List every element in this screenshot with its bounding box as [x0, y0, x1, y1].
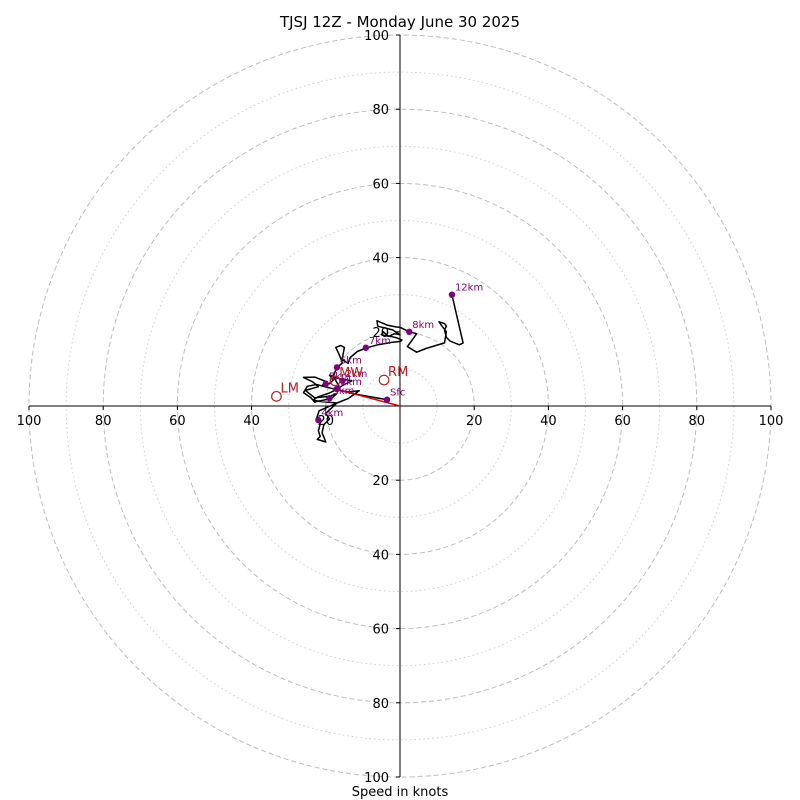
y-tick-label: 100	[364, 29, 389, 44]
storm-motion-label-RM: RM	[388, 365, 408, 380]
height-marker-3km	[326, 395, 333, 402]
height-marker-2km	[339, 377, 346, 384]
height-label-12km: 12km	[455, 283, 483, 294]
y-tick-label: 20	[372, 326, 389, 341]
x-tick-label: 100	[759, 414, 784, 429]
storm-motion-marker-MW	[329, 375, 341, 387]
x-axis-label: Speed in knots	[352, 785, 449, 800]
y-tick-label: 100	[364, 771, 389, 786]
height-label-4km: 4km	[321, 408, 343, 419]
height-label-8km: 8km	[412, 320, 434, 331]
x-tick-label: 60	[169, 414, 186, 429]
height-marker-6km	[333, 364, 341, 371]
storm-motion-label-LM: LM	[280, 381, 298, 396]
x-tick-label: 20	[318, 414, 335, 429]
height-marker-4km	[315, 416, 322, 424]
hodograph-trace	[302, 294, 464, 443]
height-label-6km: 6km	[340, 355, 362, 366]
y-tick-label: 40	[372, 548, 389, 563]
height-label-Sfc: Sfc	[390, 388, 405, 399]
height-label-2km: 2km	[345, 369, 367, 380]
height-label-3km: 3km	[333, 386, 355, 397]
height-marker-5km	[322, 380, 329, 387]
x-tick-label: 80	[95, 414, 112, 429]
y-tick-label: 20	[372, 474, 389, 489]
x-tick-label: 40	[243, 414, 260, 429]
height-label-5km: 5km	[329, 372, 351, 383]
storm-motion-marker-LM	[271, 390, 282, 402]
x-tick-label: 20	[466, 414, 483, 429]
height-marker-12km	[448, 291, 456, 298]
height-label-1km: 1km	[340, 377, 362, 388]
x-tick-label: 40	[540, 414, 557, 429]
shear-vector	[334, 388, 401, 407]
y-tick-label: 40	[372, 252, 389, 267]
x-tick-label: 80	[689, 414, 706, 429]
height-marker-Sfc	[383, 396, 391, 403]
chart-title: TJSJ 12Z - Monday June 30 2025	[279, 13, 520, 31]
x-tick-label: 100	[17, 414, 42, 429]
height-marker-7km	[362, 344, 370, 351]
y-tick-label: 60	[372, 177, 389, 192]
height-label-7km: 7km	[369, 336, 391, 347]
hodograph-line	[302, 294, 464, 443]
tick-labels: 100 80 60 40 20 20 40 60 80 100 100 80 60 40 20 20 40 60 8…	[17, 29, 784, 786]
x-tick-label: 60	[614, 414, 631, 429]
y-tick-label: 80	[372, 103, 389, 118]
storm-motion-label-MW: MW	[339, 366, 363, 381]
storm-motion-marker-RM	[378, 374, 390, 386]
storm-motion-markers: RM LM MW	[271, 365, 408, 402]
y-tick-label: 80	[372, 697, 389, 712]
height-marker-8km	[406, 328, 413, 335]
y-tick-label: 60	[372, 623, 389, 638]
height-marker-1km	[333, 385, 341, 393]
shear-vector-line	[334, 388, 401, 407]
